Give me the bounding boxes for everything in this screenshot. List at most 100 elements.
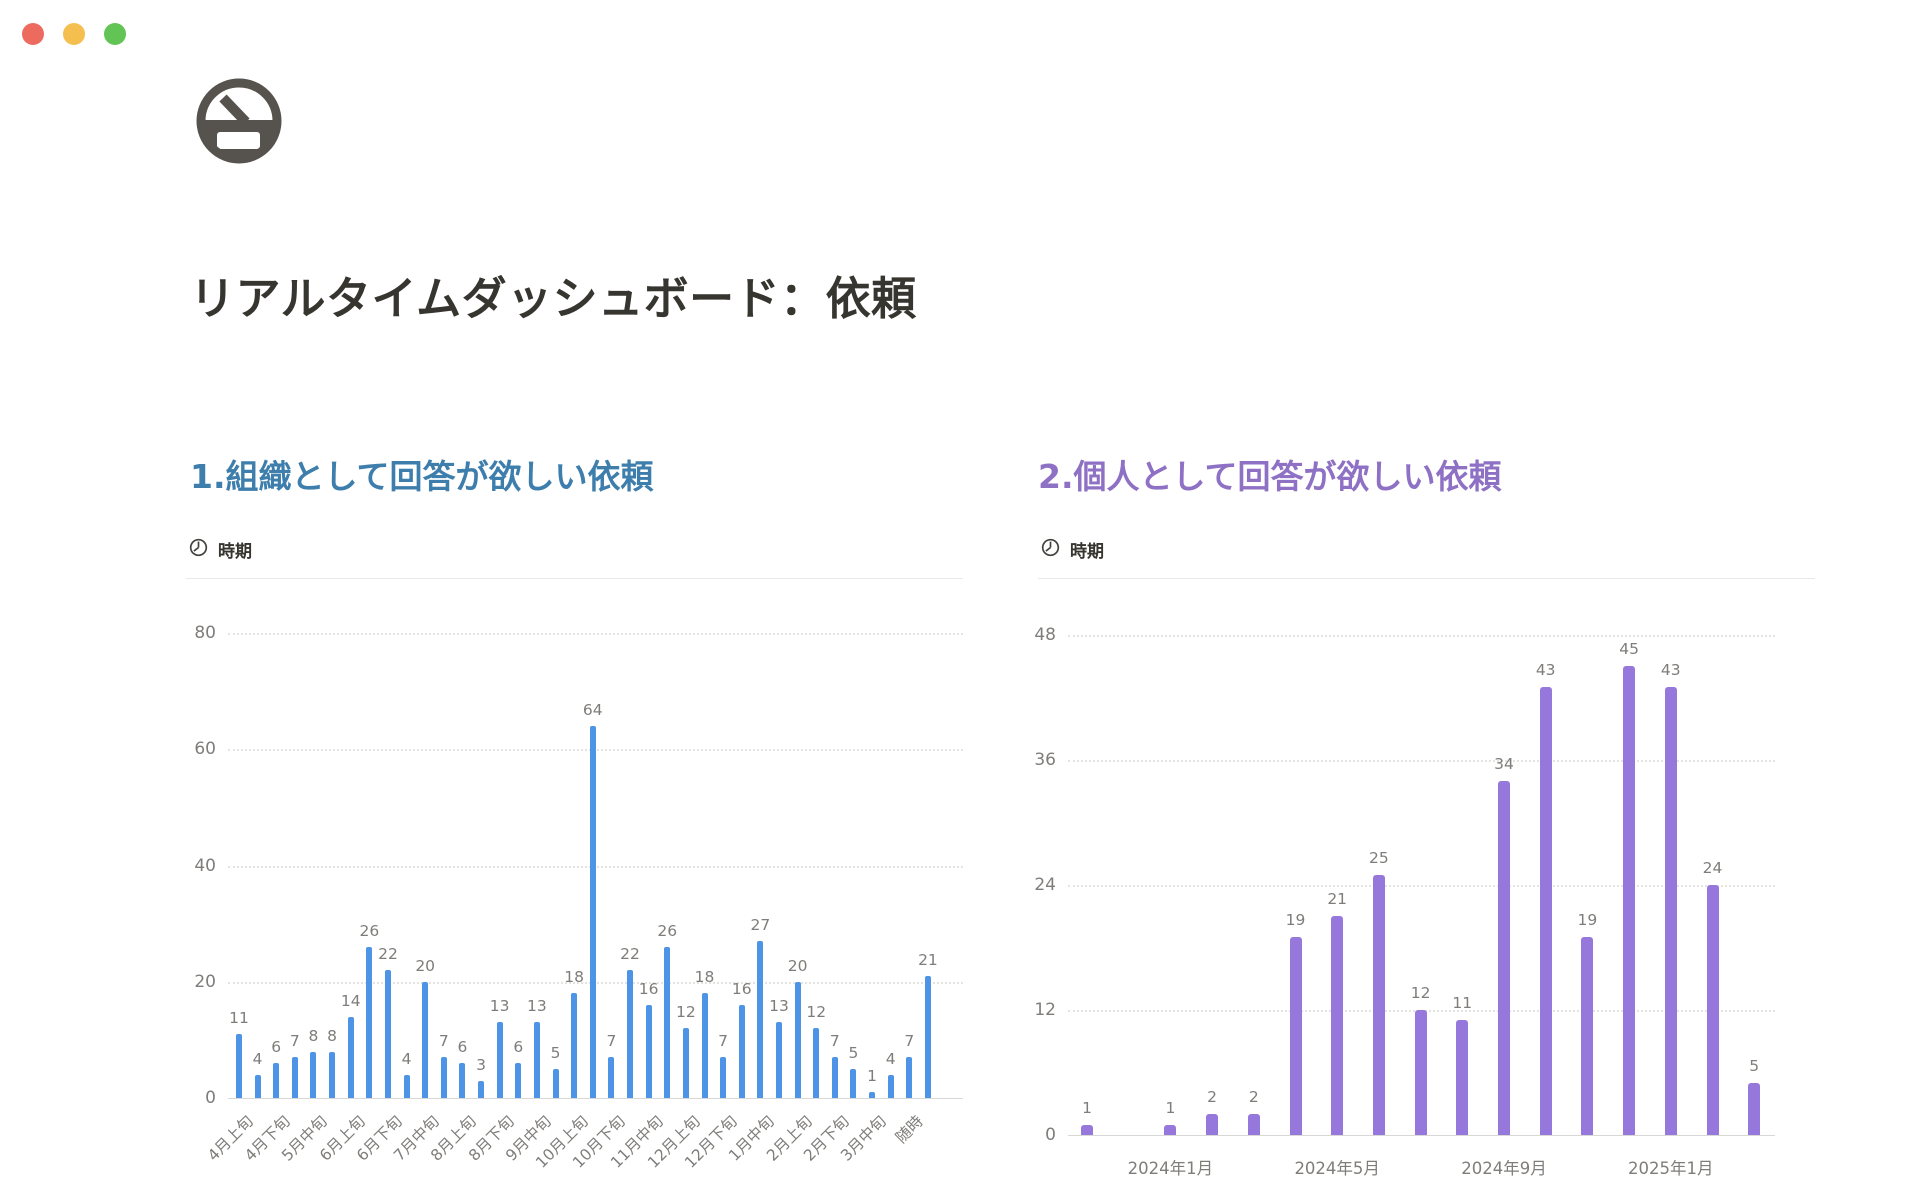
- bar[interactable]: [682, 1028, 689, 1098]
- bar-value-label: 12: [806, 1003, 827, 1022]
- bar[interactable]: [347, 1016, 354, 1098]
- bar[interactable]: [1081, 1124, 1093, 1135]
- bar[interactable]: [515, 1063, 522, 1098]
- bar-value-label: 6: [457, 1038, 468, 1057]
- section-heading-personal-requests[interactable]: 2.個人として回答が欲しい依頼: [1038, 457, 1502, 497]
- window-controls: [22, 23, 126, 45]
- bar[interactable]: [1289, 937, 1302, 1135]
- bar[interactable]: [291, 1057, 298, 1098]
- clock-icon: [189, 538, 208, 562]
- bar[interactable]: [1539, 687, 1552, 1135]
- bar[interactable]: [273, 1063, 280, 1098]
- bar-value-label: 4: [252, 1049, 263, 1068]
- bar[interactable]: [459, 1063, 466, 1098]
- bar-value-label: 2: [1248, 1088, 1259, 1107]
- chart-header-divider: [1038, 578, 1815, 579]
- bar-value-label: 13: [769, 997, 789, 1016]
- chart-xaxis-property-label: 時期: [1070, 542, 1104, 562]
- section-heading-org-requests[interactable]: 1.組織として回答が欲しい依頼: [190, 457, 654, 497]
- bar-chart-org-requests: 0 20 40 60 80 4月上旬 11 4 4月下旬 6 7 5月中旬 8 8 6月上旬 14 26 6月下旬…: [186, 535, 963, 1195]
- bar[interactable]: [552, 1068, 559, 1098]
- bar-value-label: 43: [1535, 661, 1556, 680]
- bar[interactable]: [869, 1092, 876, 1098]
- bar-value-label: 6: [271, 1038, 282, 1057]
- bar-value-label: 8: [308, 1026, 319, 1045]
- y-tick-label: 48: [1034, 625, 1056, 645]
- x-axis-line: [1068, 1135, 1775, 1136]
- bar-value-label: 1: [867, 1067, 878, 1086]
- gridline: [228, 633, 963, 635]
- chart-xaxis-property[interactable]: 時期: [189, 537, 252, 562]
- bar[interactable]: [850, 1068, 857, 1098]
- bar[interactable]: [664, 946, 671, 1098]
- bar[interactable]: [329, 1051, 336, 1098]
- zoom-window-button[interactable]: [104, 23, 126, 45]
- bar[interactable]: [1206, 1114, 1219, 1135]
- close-window-button[interactable]: [22, 23, 44, 45]
- chart-header-divider: [186, 578, 963, 579]
- bar-value-label: 4: [401, 1049, 412, 1068]
- bar-value-label: 14: [340, 991, 361, 1010]
- bar-value-label: 11: [1452, 994, 1473, 1013]
- bar-value-label: 19: [1577, 911, 1598, 930]
- bar[interactable]: [422, 981, 429, 1098]
- bar-value-label: 26: [359, 921, 380, 940]
- bar[interactable]: [1456, 1020, 1469, 1135]
- bar[interactable]: [254, 1074, 261, 1098]
- bar[interactable]: [794, 981, 801, 1098]
- bar[interactable]: [403, 1074, 410, 1098]
- bar-value-label: 11: [229, 1009, 249, 1028]
- bar[interactable]: [236, 1034, 242, 1098]
- bar[interactable]: [701, 993, 708, 1098]
- bar-value-label: 4: [885, 1049, 896, 1068]
- bar-value-label: 24: [1702, 859, 1723, 877]
- bar[interactable]: [1164, 1124, 1177, 1135]
- bar[interactable]: [775, 1022, 782, 1098]
- bar[interactable]: [366, 946, 373, 1098]
- bar[interactable]: [906, 1057, 913, 1098]
- bar[interactable]: [887, 1074, 894, 1098]
- bar[interactable]: [310, 1051, 317, 1098]
- bar[interactable]: [496, 1022, 503, 1098]
- bar[interactable]: [440, 1057, 447, 1098]
- x-tick-label: 2024年1月: [1127, 1159, 1214, 1178]
- bar[interactable]: [720, 1057, 727, 1098]
- bar[interactable]: [1706, 885, 1719, 1135]
- bar-value-label: 7: [718, 1032, 729, 1051]
- gridline: [1068, 635, 1775, 637]
- page-icon gauge-icon[interactable]: [196, 78, 282, 164]
- bar-value-label: 2: [1207, 1088, 1218, 1107]
- bar[interactable]: [608, 1057, 615, 1098]
- bar-value-label: 21: [1327, 890, 1348, 909]
- bar[interactable]: [738, 1005, 745, 1098]
- minimize-window-button[interactable]: [63, 23, 85, 45]
- bar-value-label: 19: [1285, 911, 1306, 930]
- bar[interactable]: [1664, 687, 1677, 1135]
- bar[interactable]: [924, 975, 931, 1098]
- bar[interactable]: [384, 970, 391, 1098]
- bar[interactable]: [1581, 937, 1594, 1135]
- bar[interactable]: [1748, 1082, 1761, 1135]
- page-title[interactable]: リアルタイムダッシュボード：依頼: [190, 272, 917, 326]
- bar-value-label: 18: [694, 968, 715, 987]
- bar[interactable]: [1498, 780, 1510, 1135]
- x-tick-label: 2025年1月: [1628, 1159, 1714, 1178]
- bar[interactable]: [1372, 874, 1385, 1135]
- bar[interactable]: [589, 726, 596, 1098]
- bar-value-label: 7: [829, 1032, 840, 1051]
- bar[interactable]: [571, 993, 578, 1098]
- bar[interactable]: [1414, 1010, 1427, 1135]
- chart-xaxis-property[interactable]: 時期: [1041, 537, 1104, 562]
- x-axis-line: [228, 1098, 963, 1099]
- bar[interactable]: [831, 1057, 838, 1098]
- bar-value-label: 34: [1494, 754, 1514, 773]
- bar[interactable]: [478, 1080, 485, 1098]
- bar[interactable]: [533, 1022, 540, 1098]
- bar[interactable]: [757, 941, 764, 1098]
- bar[interactable]: [813, 1028, 820, 1098]
- bar[interactable]: [627, 970, 634, 1098]
- bar[interactable]: [645, 1005, 652, 1098]
- bar[interactable]: [1623, 666, 1636, 1135]
- bar[interactable]: [1331, 916, 1344, 1135]
- bar[interactable]: [1247, 1114, 1260, 1135]
